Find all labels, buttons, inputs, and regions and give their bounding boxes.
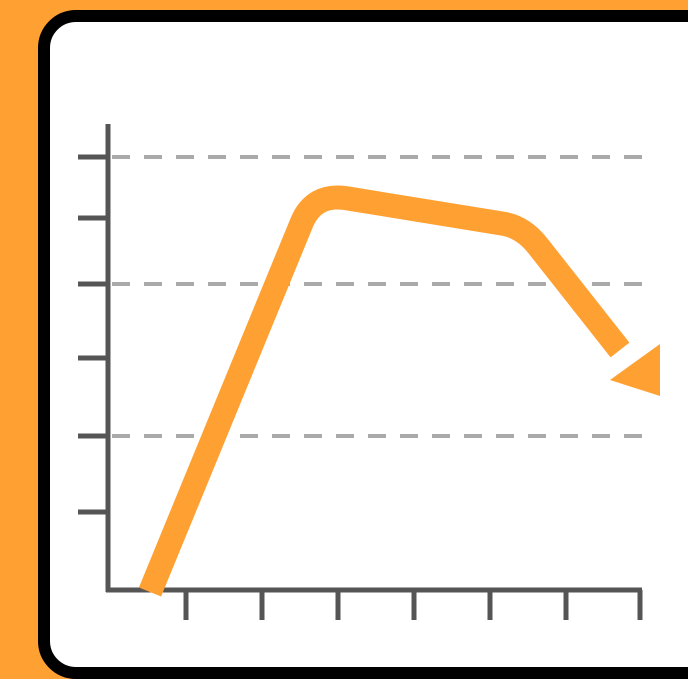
trend-arrow-head [610, 344, 660, 396]
axes [78, 124, 643, 620]
grid-lines [112, 155, 645, 438]
card [38, 10, 688, 679]
trend-line [138, 185, 630, 597]
